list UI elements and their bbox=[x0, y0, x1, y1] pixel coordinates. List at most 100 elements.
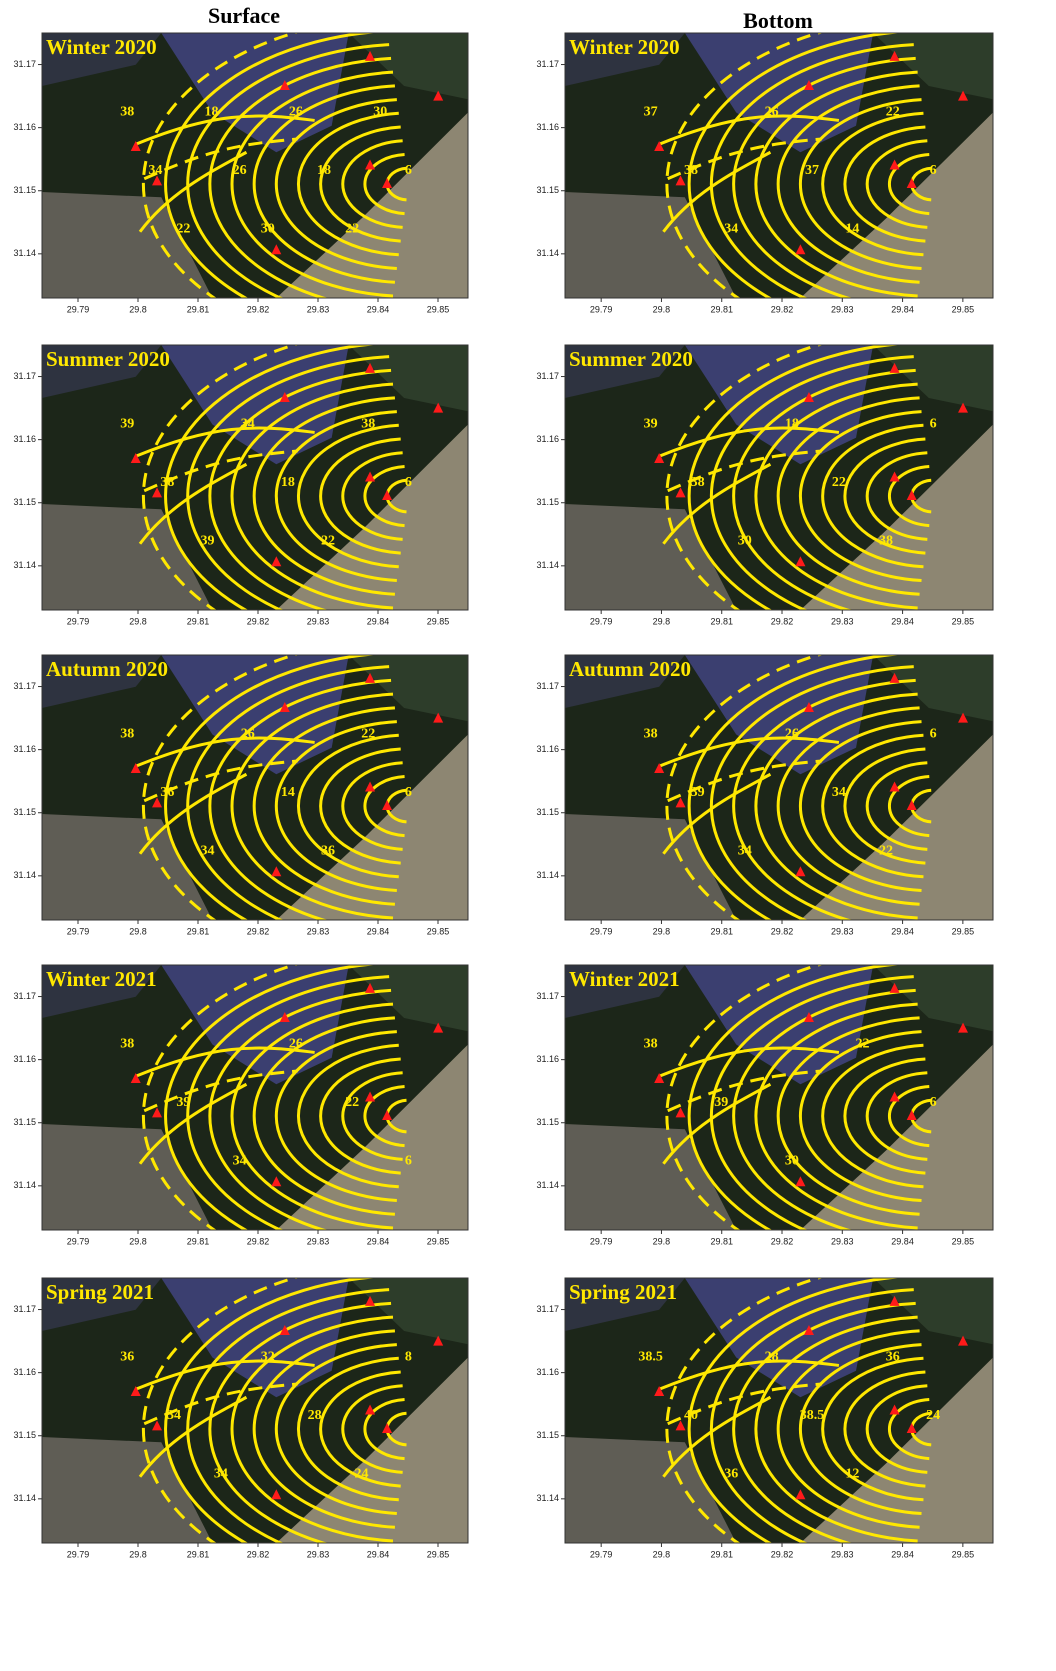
map-panel: 3938301822386Summer 202029.7929.829.8129… bbox=[536, 329, 993, 663]
x-tick-label: 29.82 bbox=[247, 1549, 270, 1559]
map: 393839341822386 bbox=[42, 329, 468, 663]
x-tick-label: 29.84 bbox=[367, 616, 390, 626]
panel-title: Winter 2020 bbox=[46, 35, 157, 59]
y-tick-label: 31.16 bbox=[536, 1367, 559, 1377]
contour-label: 18 bbox=[281, 475, 295, 490]
map-panel: 3839342634226Autumn 202029.7929.829.8129… bbox=[536, 639, 993, 973]
y-tick-label: 31.14 bbox=[536, 248, 559, 258]
contour-label: 34 bbox=[832, 785, 846, 800]
contour-label: 39 bbox=[201, 533, 215, 548]
contour-label: 38 bbox=[120, 105, 134, 120]
contour-label: 36 bbox=[160, 785, 174, 800]
contour-label: 38.5 bbox=[638, 1350, 663, 1365]
x-tick-label: 29.82 bbox=[771, 1549, 794, 1559]
x-tick-label: 29.82 bbox=[771, 1236, 794, 1246]
y-tick-label: 31.16 bbox=[536, 122, 559, 132]
x-tick-label: 29.79 bbox=[67, 304, 90, 314]
y-tick-label: 31.15 bbox=[536, 1117, 559, 1127]
contour-label: 26 bbox=[233, 163, 247, 178]
contour-label: 39 bbox=[714, 1095, 728, 1110]
x-tick-label: 29.79 bbox=[590, 616, 613, 626]
x-tick-label: 29.85 bbox=[427, 1549, 450, 1559]
contour-label: 6 bbox=[405, 475, 412, 490]
contour-label: 6 bbox=[930, 1095, 937, 1110]
y-tick-label: 31.15 bbox=[13, 1117, 36, 1127]
y-tick-label: 31.14 bbox=[13, 870, 36, 880]
contour-label: 39 bbox=[176, 1095, 190, 1110]
x-tick-label: 29.79 bbox=[590, 1549, 613, 1559]
y-tick-label: 31.17 bbox=[536, 681, 559, 691]
x-tick-label: 29.81 bbox=[187, 616, 210, 626]
contour-label: 22 bbox=[886, 105, 900, 120]
x-tick-label: 29.82 bbox=[771, 926, 794, 936]
x-tick-label: 29.82 bbox=[247, 616, 270, 626]
contour-label: 38 bbox=[644, 1037, 658, 1052]
y-tick-label: 31.14 bbox=[13, 1493, 36, 1503]
map-panel: 383422182630261822306Winter 202029.7929.… bbox=[13, 17, 468, 351]
x-tick-label: 29.83 bbox=[307, 1549, 330, 1559]
x-tick-label: 29.85 bbox=[952, 616, 975, 626]
x-tick-label: 29.81 bbox=[710, 304, 733, 314]
panel-title: Autumn 2020 bbox=[46, 657, 168, 681]
y-tick-label: 31.16 bbox=[13, 122, 36, 132]
x-tick-label: 29.8 bbox=[129, 1549, 147, 1559]
contour-label: 34 bbox=[167, 1408, 181, 1423]
map-panel: 38.540362838.5123624Spring 202129.7929.8… bbox=[536, 1262, 993, 1596]
contour-label: 22 bbox=[361, 727, 375, 742]
y-tick-label: 31.16 bbox=[536, 1054, 559, 1064]
x-tick-label: 29.81 bbox=[710, 926, 733, 936]
x-tick-label: 29.81 bbox=[187, 926, 210, 936]
contour-label: 26 bbox=[241, 727, 255, 742]
contour-label: 18 bbox=[205, 105, 219, 120]
contour-label: 22 bbox=[321, 533, 335, 548]
x-tick-label: 29.79 bbox=[590, 304, 613, 314]
y-tick-label: 31.16 bbox=[536, 434, 559, 444]
x-tick-label: 29.85 bbox=[952, 1549, 975, 1559]
contour-label: 28 bbox=[765, 1350, 779, 1365]
contour-label: 6 bbox=[930, 417, 937, 432]
x-tick-label: 29.8 bbox=[653, 1236, 671, 1246]
contour-label: 18 bbox=[785, 417, 799, 432]
contour-label: 36 bbox=[120, 1350, 134, 1365]
y-tick-label: 31.16 bbox=[13, 1367, 36, 1377]
y-tick-label: 31.17 bbox=[536, 991, 559, 1001]
x-tick-label: 29.83 bbox=[831, 1549, 854, 1559]
contour-label: 38 bbox=[691, 475, 705, 490]
contour-label: 34 bbox=[201, 843, 215, 858]
x-tick-label: 29.85 bbox=[427, 926, 450, 936]
x-tick-label: 29.8 bbox=[653, 616, 671, 626]
contour-label: 22 bbox=[879, 843, 893, 858]
y-tick-label: 31.17 bbox=[13, 59, 36, 69]
contour-label: 38 bbox=[120, 727, 134, 742]
y-tick-label: 31.15 bbox=[13, 497, 36, 507]
contour-label: 30 bbox=[785, 1153, 799, 1168]
x-tick-label: 29.8 bbox=[129, 616, 147, 626]
x-tick-label: 29.82 bbox=[771, 304, 794, 314]
x-tick-label: 29.84 bbox=[891, 1549, 914, 1559]
contour-label: 6 bbox=[930, 727, 937, 742]
contour-label: 12 bbox=[845, 1466, 859, 1481]
map-panel: 383634261436226Autumn 202029.7929.829.81… bbox=[13, 639, 468, 973]
contour-label: 37 bbox=[805, 163, 819, 178]
x-tick-label: 29.84 bbox=[891, 926, 914, 936]
y-tick-label: 31.16 bbox=[536, 744, 559, 754]
x-tick-label: 29.83 bbox=[307, 1236, 330, 1246]
y-tick-label: 31.14 bbox=[536, 870, 559, 880]
map-panel: 373834263714226Winter 202029.7929.829.81… bbox=[536, 17, 993, 351]
map: 383422182630261822306 bbox=[42, 17, 468, 351]
y-tick-label: 31.17 bbox=[536, 1304, 559, 1314]
map-panel: 38393426226Winter 202129.7929.829.8129.8… bbox=[13, 949, 468, 1283]
contour-label: 40 bbox=[684, 1408, 698, 1423]
map-panel: 383930226Winter 202129.7929.829.8129.822… bbox=[536, 949, 993, 1283]
figure: Surface Bottom 383422182630261822306Wint… bbox=[0, 0, 1056, 1666]
x-tick-label: 29.8 bbox=[653, 1549, 671, 1559]
x-tick-label: 29.79 bbox=[67, 1549, 90, 1559]
x-tick-label: 29.85 bbox=[952, 1236, 975, 1246]
contour-label: 37 bbox=[644, 105, 658, 120]
contour-label: 38 bbox=[361, 417, 375, 432]
contour-label: 14 bbox=[281, 785, 295, 800]
map: 3634343228248 bbox=[42, 1262, 468, 1596]
contour-label: 14 bbox=[845, 221, 859, 236]
